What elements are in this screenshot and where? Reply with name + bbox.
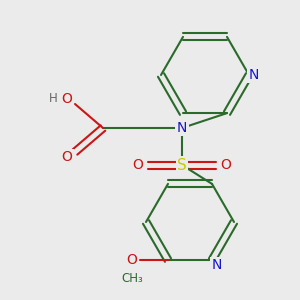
Text: CH₃: CH₃ — [121, 272, 143, 285]
Text: O: O — [61, 92, 72, 106]
Text: O: O — [127, 253, 137, 267]
Text: N: N — [212, 258, 222, 272]
Text: O: O — [133, 158, 143, 172]
Text: S: S — [177, 158, 187, 172]
Text: N: N — [249, 68, 259, 82]
Text: N: N — [177, 121, 187, 135]
Text: O: O — [220, 158, 231, 172]
Text: O: O — [61, 150, 72, 164]
Text: H: H — [49, 92, 57, 106]
